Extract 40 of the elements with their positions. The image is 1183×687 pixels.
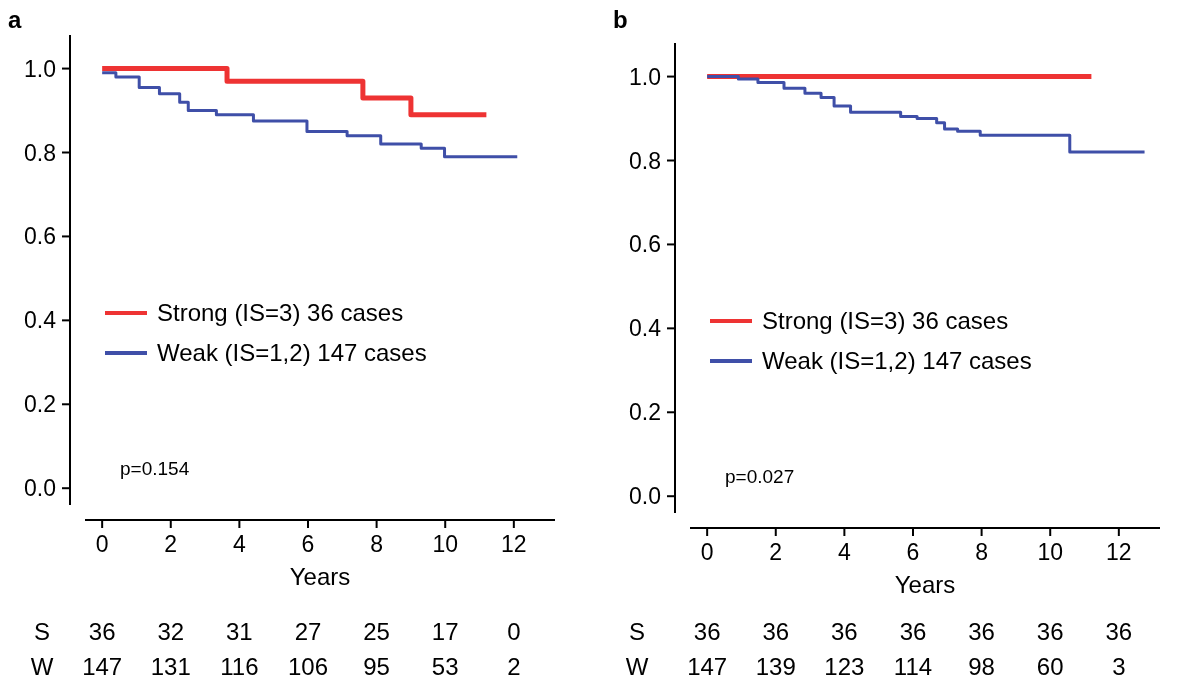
y-tick-label: 0.4 [24,307,57,334]
x-tick-label: 2 [769,539,783,565]
x-tick-label: 8 [370,531,383,557]
y-tick-label: 0.4 [629,315,662,342]
x-tick-label: 10 [1037,539,1064,565]
annotation: p=0.154 [120,458,190,479]
text: S 36 32 31 27 25 17 0 [33,618,521,645]
legend-label: Weak (IS=1,2) 147 cases [157,339,427,367]
legend-label: Weak (IS=1,2) 147 cases [762,347,1032,375]
legend-label: Strong (IS=3) 36 cases [762,307,1009,335]
text: W 147 131 116 106 95 53 2 [30,653,521,680]
y-tick-label: 0.6 [24,223,56,250]
annotation: p=0.027 [725,466,795,487]
x-tick-label: 12 [501,531,527,557]
x-tick-label: 4 [232,531,246,557]
y-tick-label: 0.0 [24,475,56,502]
text: S 36 36 36 36 36 36 36 [628,618,1133,645]
text: W 147 139 123 114 98 60 3 [625,653,1126,680]
x-tick-label: 0 [700,539,714,565]
legend-label: Strong (IS=3) 36 cases [157,299,404,327]
chart-title: a [8,6,22,33]
x-tick-label: 4 [837,539,851,565]
y-tick-label: 0.6 [629,231,661,258]
y-tick-label: 0.2 [24,391,56,418]
x-tick-label: 8 [975,539,988,565]
y-tick-label: 1.0 [629,63,661,90]
x-axis-title: Years [894,571,956,598]
x-tick-label: 12 [1106,539,1132,565]
x-tick-label: 10 [432,531,459,557]
x-axis-title: Years [289,563,351,590]
x-tick-label: 6 [301,531,315,557]
chart-title: b [613,6,628,33]
y-tick-label: 0.0 [629,483,661,510]
y-tick-label: 0.8 [629,147,661,174]
y-tick-label: 1.0 [24,55,56,82]
x-tick-label: 0 [95,531,109,557]
y-tick-label: 0.2 [629,399,661,426]
x-tick-label: 2 [164,531,178,557]
x-tick-label: 6 [906,539,920,565]
y-tick-label: 0.8 [24,139,56,166]
